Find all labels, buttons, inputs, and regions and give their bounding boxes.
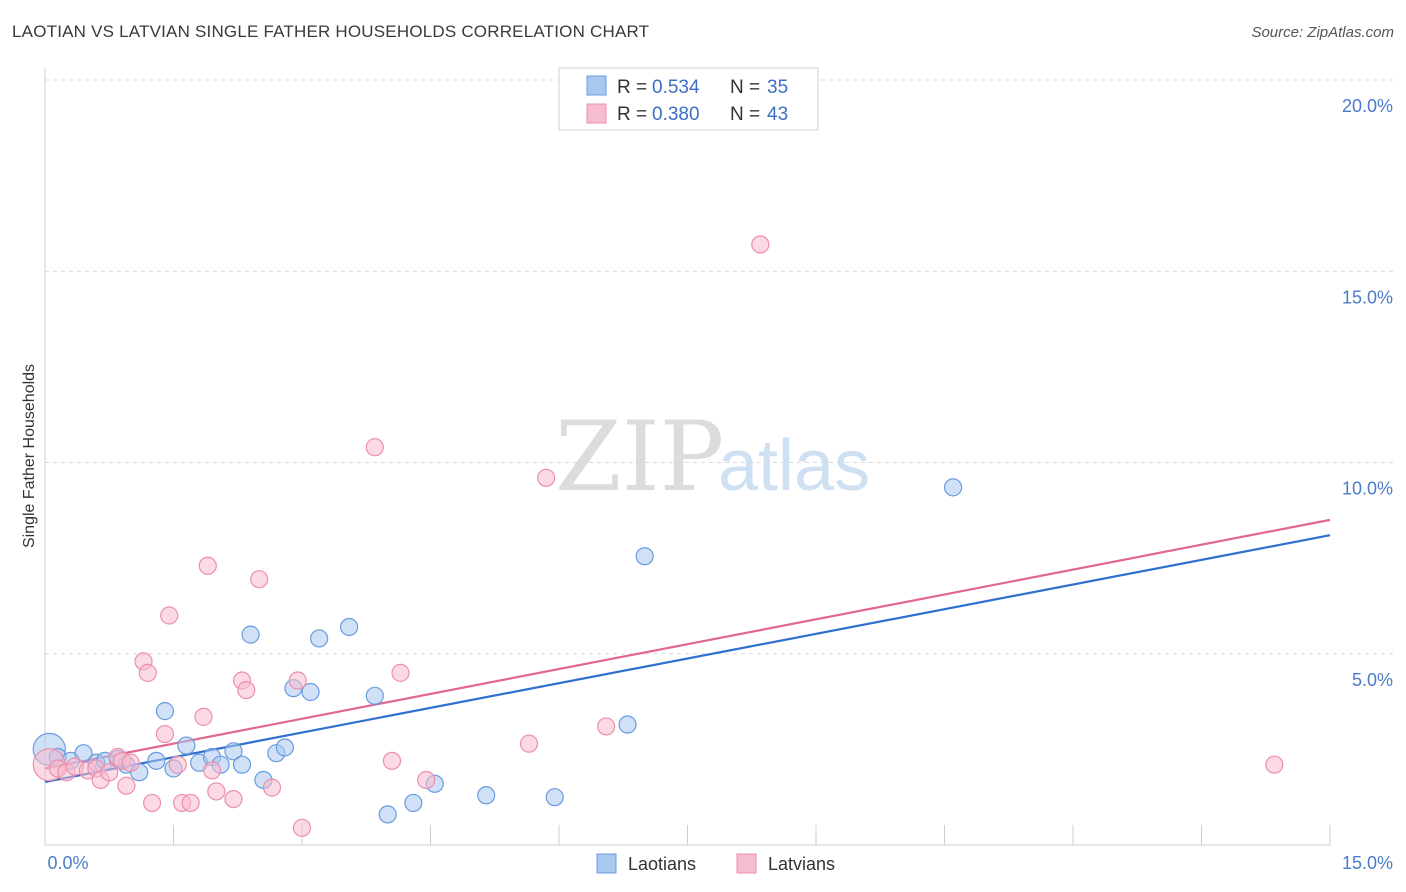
point-latvians-28: [262, 778, 282, 797]
y-tick-label-3: 20.0%: [1342, 96, 1393, 116]
point-latvians-13: [138, 663, 157, 682]
y-tick-label-1: 10.0%: [1342, 479, 1393, 499]
point-laotians-34: [943, 478, 963, 497]
legend-r-value-laotians: 0.534: [652, 77, 700, 98]
y-tick-label-0: 5.0%: [1352, 670, 1393, 690]
watermark-atlas: atlas: [718, 426, 870, 506]
point-latvians-15: [155, 724, 175, 744]
point-laotians-21: [275, 738, 294, 757]
legend-r-label-laotians: R =: [617, 77, 647, 98]
bottom-legend-latvians: Latvians: [768, 854, 835, 874]
point-laotians-16: [224, 742, 243, 761]
point-latvians-34: [417, 770, 436, 790]
legend-n-value-latvians: 43: [767, 104, 788, 125]
y-tick-label-2: 15.0%: [1342, 287, 1393, 307]
y-axis-label: Single Father Households: [21, 364, 38, 548]
legend-n-value-laotians: 35: [767, 77, 788, 98]
point-latvians-19: [181, 793, 200, 813]
legend-r-label-latvians: R =: [617, 104, 647, 125]
point-latvians-22: [202, 761, 222, 780]
bottom-legend-swatch-latvians: [736, 853, 757, 874]
point-latvians-17: [168, 755, 187, 774]
chart-title: LAOTIAN VS LATVIAN SINGLE FATHER HOUSEHO…: [12, 22, 650, 41]
bottom-legend-swatch-laotians: [596, 853, 617, 874]
legend-swatch-laotians: [586, 75, 607, 96]
x-tick-label-1: 15.0%: [1342, 853, 1393, 873]
legend-swatch-latvians: [586, 103, 607, 124]
bottom-legend-laotians: Laotians: [628, 854, 696, 874]
point-latvians-35: [519, 734, 539, 753]
point-laotians-17: [232, 755, 252, 774]
point-latvians-21: [198, 556, 217, 575]
tick-labels: 5.0% 10.0% 15.0% 20.0% 0.0% 15.0%: [47, 96, 1393, 873]
point-laotians-33: [635, 547, 654, 566]
legend-n-label-latvians: N =: [730, 104, 760, 125]
point-latvians-11: [121, 753, 140, 772]
point-latvians-14: [142, 793, 162, 813]
point-laotians-25: [340, 617, 359, 637]
x-tick-label-0: 0.0%: [47, 853, 88, 873]
point-latvians-32: [382, 751, 402, 770]
series-legend: Laotians Latvians: [596, 853, 835, 874]
point-laotians-3: [74, 744, 93, 763]
data-points: [32, 235, 1284, 837]
legend-r-value-latvians: 0.380: [652, 104, 700, 125]
trend-line-latvians: [44, 518, 1331, 770]
point-laotians-12: [177, 736, 196, 755]
source-label: Source: ZipAtlas.com: [1251, 24, 1394, 41]
point-latvians-7: [100, 763, 119, 782]
trend-line-laotians: [44, 534, 1331, 783]
trend-lines: [44, 518, 1331, 783]
point-laotians-28: [404, 793, 423, 813]
correlation-legend: R = 0.534 N = 35 R = 0.380 N = 43: [558, 67, 819, 131]
point-laotians-27: [378, 805, 397, 824]
point-latvians-29: [288, 671, 307, 690]
point-laotians-18: [241, 625, 260, 644]
point-laotians-9: [147, 751, 166, 770]
point-latvians-16: [160, 606, 179, 625]
point-latvians-37: [597, 717, 616, 736]
point-latvians-23: [207, 782, 226, 801]
point-latvians-26: [237, 680, 256, 700]
grid-lines: [45, 79, 1395, 655]
point-laotians-10: [155, 702, 175, 721]
watermark-zip: ZIP: [555, 401, 724, 513]
point-latvians-33: [391, 663, 410, 682]
point-latvians-36: [537, 468, 556, 487]
point-latvians-27: [250, 570, 269, 589]
point-latvians-38: [751, 235, 770, 254]
point-laotians-24: [310, 629, 329, 648]
point-latvians-31: [365, 438, 384, 457]
point-latvians-39: [1265, 755, 1284, 774]
point-laotians-23: [301, 682, 320, 702]
point-latvians-24: [224, 789, 243, 809]
point-latvians-20: [194, 707, 213, 726]
point-laotians-30: [477, 786, 496, 805]
point-latvians-30: [292, 818, 312, 837]
point-laotians-31: [545, 788, 564, 807]
legend-n-label-laotians: N =: [730, 77, 760, 98]
point-laotians-26: [365, 686, 384, 705]
point-latvians-10: [117, 776, 136, 795]
axes: [44, 68, 1331, 846]
point-laotians-32: [618, 715, 637, 734]
